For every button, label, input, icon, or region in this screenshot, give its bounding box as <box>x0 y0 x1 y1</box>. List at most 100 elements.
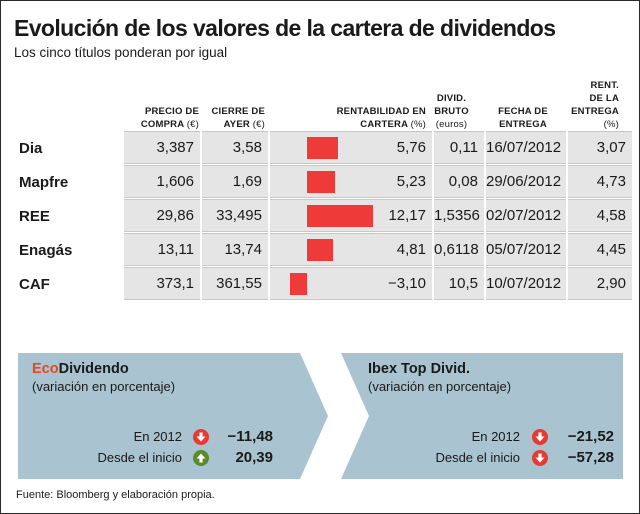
cell-precio-bg <box>124 233 200 266</box>
header-rent-entrega: RENT. DE LA ENTREGA (%) <box>571 80 619 130</box>
cell-fecha: 16/07/2012 <box>486 139 562 156</box>
panel-left-arrow-2012-icon <box>193 429 209 445</box>
cell-precio-bg <box>124 267 200 300</box>
cell-dividendo: 0,6118 <box>434 241 479 258</box>
cell-fecha-bg <box>486 131 566 164</box>
bar-rentabilidad <box>307 239 333 261</box>
cell-fecha: 05/07/2012 <box>486 241 562 258</box>
panel-left-label-inicio: Desde el inicio <box>97 450 182 465</box>
cell-dividendo-bg <box>434 165 484 198</box>
chart-subtitle: Los cinco títulos ponderan por igual <box>14 45 228 60</box>
cell-rentabilidad: 12,17 <box>388 207 426 224</box>
cell-fecha-bg <box>486 165 566 198</box>
table-row: Mapfre 1,606 1,69 5,23 0,08 29/06/2012 4,73 <box>11 165 632 199</box>
header-precio: PRECIO DE COMPRA (€) <box>140 106 199 130</box>
cell-dividendo-bg <box>434 267 484 300</box>
panel-left-title-name: Dividendo <box>58 361 129 377</box>
cell-fecha: 02/07/2012 <box>486 207 562 224</box>
cell-dividendo-bg <box>434 233 484 266</box>
cell-cierre: 13,74 <box>224 241 262 258</box>
cell-cierre-bg <box>202 165 268 198</box>
cell-rent-entrega-bg <box>568 199 632 232</box>
cell-rent-entrega: 2,90 <box>596 275 626 292</box>
cell-fecha-bg <box>486 233 566 266</box>
panel-left-arrow-inicio-icon <box>193 450 209 466</box>
header-fecha: FECHA DE ENTREGA <box>498 106 548 130</box>
cell-fecha: 29/06/2012 <box>486 173 562 190</box>
bar-rentabilidad <box>307 205 373 227</box>
cell-dividendo: 0,08 <box>448 173 478 190</box>
bar-rentabilidad <box>290 273 307 295</box>
cell-precio: 373,1 <box>156 275 194 292</box>
cell-precio: 3,387 <box>156 139 194 156</box>
cell-precio-bg <box>124 165 200 198</box>
cell-rent-entrega-bg <box>568 165 632 198</box>
header-dividendo: DIVID. BRUTO (euros) <box>434 93 469 130</box>
panel-left-subtitle: (variación en porcentaje) <box>32 379 176 394</box>
cell-rent-entrega: 4,58 <box>596 207 626 224</box>
panel-right-arrow-2012-icon <box>532 429 548 445</box>
cell-fecha-bg <box>486 199 566 232</box>
panel-right-subtitle: (variación en porcentaje) <box>368 379 512 394</box>
panel-right-title: Ibex Top Divid. <box>368 361 471 377</box>
row-name: Enagás <box>19 242 73 259</box>
header-cierre: CIERRE DE AYER (€) <box>211 106 265 130</box>
panel-left-shape <box>18 353 328 479</box>
panels-background <box>18 353 623 479</box>
source-note: Fuente: Bloomberg y elaboración propia. <box>16 489 215 501</box>
cell-rentabilidad: −3,10 <box>388 275 426 292</box>
bar-rentabilidad <box>307 137 339 159</box>
panel-left-title-accent: Eco <box>32 361 59 377</box>
panel-right-label-2012: En 2012 <box>471 429 520 444</box>
row-name: CAF <box>19 276 50 293</box>
table-row: REE 29,86 33,495 12,17 1,5356 02/07/2012 4,58 <box>11 199 632 233</box>
table-row: Enagás 13,11 13,74 4,81 0,6118 05/07/2012 4,45 <box>11 233 632 267</box>
cell-precio-bg <box>124 199 200 232</box>
data-table: Dia 3,387 3,58 5,76 0,11 16/07/2012 3,07 Mapfre… <box>11 131 632 301</box>
cell-fecha-bg <box>486 267 566 300</box>
cell-dividendo: 1,5356 <box>434 207 480 224</box>
cell-rentabilidad: 5,23 <box>396 173 426 190</box>
cell-dividendo-bg <box>434 199 484 232</box>
cell-cierre-bg <box>202 233 268 266</box>
cell-cierre-bg <box>202 131 268 164</box>
cell-cierre-bg <box>202 267 268 300</box>
panel-right-label-inicio: Desde el inicio <box>435 450 520 465</box>
cell-precio: 29,86 <box>156 207 194 224</box>
panel-left-value-2012: −11,48 <box>227 428 273 445</box>
cell-precio-bg <box>124 131 200 164</box>
panel-right-value-2012: −21,52 <box>567 428 614 445</box>
cell-rentabilidad: 5,76 <box>396 139 426 156</box>
cell-precio: 13,11 <box>157 241 194 258</box>
cell-rentabilidad-bg <box>270 233 432 266</box>
cell-rent-entrega: 4,45 <box>596 241 626 258</box>
panel-left-label-2012: En 2012 <box>133 429 182 444</box>
panel-right-value-inicio: −57,28 <box>567 449 614 466</box>
panel-left-title: EcoDividendo <box>32 361 129 377</box>
cell-cierre: 33,495 <box>216 207 262 224</box>
row-name: Mapfre <box>19 174 69 191</box>
cell-rentabilidad-bg <box>270 165 432 198</box>
cell-cierre-bg <box>202 199 268 232</box>
row-name: REE <box>19 208 50 225</box>
row-name: Dia <box>19 140 43 157</box>
cell-rentabilidad-bg <box>270 131 432 164</box>
cell-fecha: 10/07/2012 <box>486 275 562 292</box>
cell-rent-entrega-bg <box>568 267 632 300</box>
cell-dividendo-bg <box>434 131 484 164</box>
header-rentabilidad: RENTABILIDAD EN CARTERA (%) <box>336 106 426 130</box>
cell-dividendo: 0,11 <box>449 139 478 156</box>
panel-right-arrow-inicio-icon <box>532 450 548 466</box>
bar-rentabilidad <box>307 171 336 193</box>
panel-left-value-inicio: 20,39 <box>235 449 273 466</box>
panel-right-shape <box>341 353 623 479</box>
chart-title: Evolución de los valores de la cartera d… <box>14 15 556 41</box>
table-row: CAF 373,1 361,55 −3,10 10,5 10/07/2012 2,90 <box>11 267 632 301</box>
cell-rent-entrega: 3,07 <box>596 139 626 156</box>
cell-dividendo: 10,5 <box>448 275 478 292</box>
cell-precio: 1,606 <box>156 173 194 190</box>
cell-rent-entrega-bg <box>568 131 632 164</box>
cell-rent-entrega-bg <box>568 233 632 266</box>
cell-cierre: 3,58 <box>232 139 262 156</box>
